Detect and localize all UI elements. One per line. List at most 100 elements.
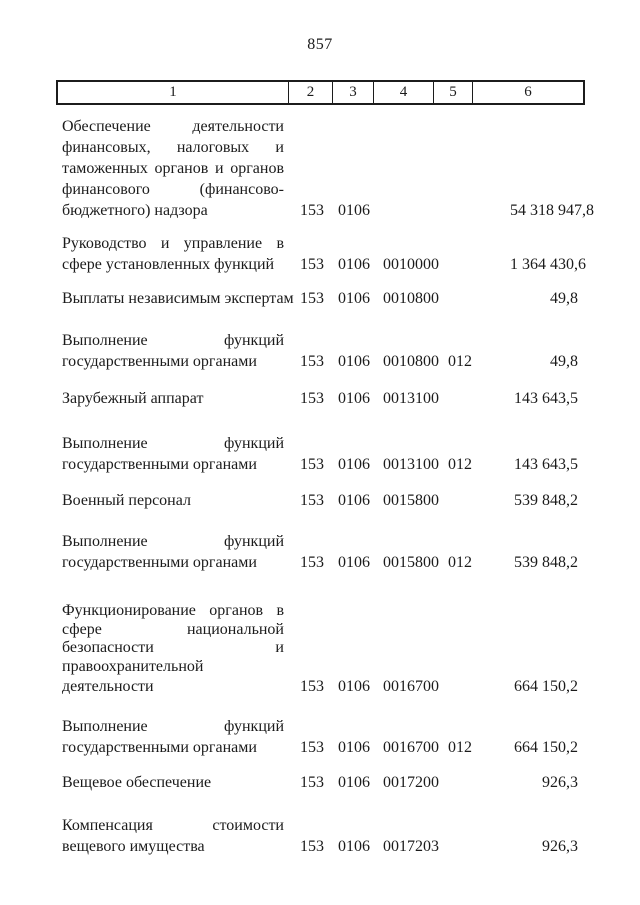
table-row: Выполнение функций государственными орган… <box>62 433 578 475</box>
cell-col2: 153 <box>300 492 324 509</box>
row-label-line: Зарубежный аппарат <box>62 390 204 407</box>
cell-col4: 0017203 <box>383 838 439 855</box>
row-label-line: Компенсация стоимости <box>62 817 284 834</box>
row-label-line: безопасности и <box>62 639 284 656</box>
cell-col5: 012 <box>448 554 472 571</box>
header-cell-2: 2 <box>288 82 332 103</box>
cell-col4: 0010800 <box>383 353 439 370</box>
row-label-line: бюджетного) надзора <box>62 202 208 219</box>
cell-col5: 012 <box>448 456 472 473</box>
row-label-line: Обеспечение деятельности <box>62 118 284 135</box>
cell-col5: 012 <box>448 353 472 370</box>
row-label-line: финансового (финансово- <box>62 181 284 198</box>
cell-amount: 664 150,2 <box>514 678 578 695</box>
row-label: Обеспечение деятельности финансовых, нало… <box>62 116 284 221</box>
table-row: Вещевое обеспечение 153 0106 0017200 926,3 <box>62 772 578 793</box>
cell-col4: 0010800 <box>383 290 439 307</box>
row-label-line: Военный персонал <box>62 492 191 509</box>
row-label-line: Вещевое обеспечение <box>62 774 212 791</box>
table-row: Зарубежный аппарат 153 0106 0013100 143 643,… <box>62 388 578 409</box>
cell-amount: 49,8 <box>550 353 578 370</box>
table-row: Военный персонал 153 0106 0015800 539 848,2 <box>62 490 578 511</box>
row-label: Выполнение функций государственными орган… <box>62 716 284 758</box>
cell-amount: 664 150,2 <box>514 739 578 756</box>
header-cell-3: 3 <box>332 82 373 103</box>
row-label-line: сфере установленных функций <box>62 256 275 273</box>
row-label: Выплаты независимым экспертам <box>62 288 294 309</box>
header-cell-5: 5 <box>433 82 472 103</box>
row-label-line: таможенных органов и органов <box>62 160 284 177</box>
cell-col3: 0106 <box>338 390 370 407</box>
cell-amount: 1 364 430,6 <box>510 256 586 273</box>
cell-col2: 153 <box>300 353 324 370</box>
row-label-line: вещевого имущества <box>62 838 205 855</box>
cell-col2: 153 <box>300 290 324 307</box>
row-label-line: Выполнение функций <box>62 718 284 735</box>
cell-col2: 153 <box>300 390 324 407</box>
row-label: Выполнение функций государственными орган… <box>62 531 284 573</box>
row-label-line: финансовых, налоговых и <box>62 139 284 156</box>
table-row: Функционирование органов в сфере национал… <box>62 602 578 697</box>
cell-amount: 54 318 947,8 <box>510 202 594 219</box>
cell-col3: 0106 <box>338 678 370 695</box>
cell-col4: 0016700 <box>383 739 439 756</box>
cell-amount: 926,3 <box>542 774 578 791</box>
row-label: Зарубежный аппарат <box>62 388 284 409</box>
header-cell-1: 1 <box>169 84 177 100</box>
cell-col3: 0106 <box>338 202 370 219</box>
row-label-line: Выполнение функций <box>62 435 284 452</box>
cell-amount: 49,8 <box>550 290 578 307</box>
cell-col2: 153 <box>300 774 324 791</box>
table-row: Обеспечение деятельности финансовых, нало… <box>62 116 594 221</box>
cell-col2: 153 <box>300 554 324 571</box>
cell-col4: 0017200 <box>383 774 439 791</box>
row-label: Компенсация стоимости вещевого имущества <box>62 815 284 857</box>
row-label-line: государственными органами <box>62 739 257 756</box>
table-row: Выполнение функций государственными орган… <box>62 531 578 573</box>
cell-col2: 153 <box>300 838 324 855</box>
cell-col3: 0106 <box>338 838 370 855</box>
row-label-line: сфере национальной <box>62 620 284 638</box>
cell-amount: 926,3 <box>542 838 578 855</box>
cell-col2: 153 <box>300 739 324 756</box>
cell-col3: 0106 <box>338 554 370 571</box>
cell-col3: 0106 <box>338 353 370 370</box>
cell-col2: 153 <box>300 678 324 695</box>
row-label-line: деятельности <box>62 678 154 695</box>
row-label-line: Выплаты независимым экспертам <box>62 290 294 307</box>
cell-col5: 012 <box>448 739 472 756</box>
row-label: Военный персонал <box>62 490 284 511</box>
header-cell-4: 4 <box>373 82 433 103</box>
table-row: Выплаты независимым экспертам 153 0106 0010… <box>62 288 578 309</box>
cell-col4: 0013100 <box>383 390 439 407</box>
cell-col3: 0106 <box>338 290 370 307</box>
table-row: Компенсация стоимости вещевого имущества 1… <box>62 815 578 857</box>
row-label-line: правоохранительной <box>62 657 204 675</box>
row-label: Выполнение функций государственными орган… <box>62 433 284 475</box>
row-label-line: Выполнение функций <box>62 332 284 349</box>
cell-col3: 0106 <box>338 739 370 756</box>
table-row: Руководство и управление в сфере установл… <box>62 233 586 275</box>
cell-col4: 0015800 <box>383 492 439 509</box>
cell-col2: 153 <box>300 202 324 219</box>
table-row: Выполнение функций государственными орган… <box>62 716 578 758</box>
table-row: Выполнение функций государственными орган… <box>62 330 578 372</box>
row-label: Выполнение функций государственными орган… <box>62 330 284 372</box>
cell-col4: 0013100 <box>383 456 439 473</box>
row-label: Вещевое обеспечение <box>62 772 284 793</box>
page-number: 857 <box>307 36 333 53</box>
row-label-line: государственными органами <box>62 456 257 473</box>
row-label-line: Функционирование органов в <box>62 602 284 619</box>
cell-col3: 0106 <box>338 256 370 273</box>
header-cell-6: 6 <box>472 82 583 103</box>
row-label: Функционирование органов в сфере национал… <box>62 602 284 697</box>
cell-amount: 539 848,2 <box>514 554 578 571</box>
cell-amount: 143 643,5 <box>514 390 578 407</box>
cell-col2: 153 <box>300 456 324 473</box>
row-label-line: Выполнение функций <box>62 533 284 550</box>
cell-col4: 0010000 <box>383 256 439 273</box>
cell-amount: 539 848,2 <box>514 492 578 509</box>
row-label-line: государственными органами <box>62 353 257 370</box>
